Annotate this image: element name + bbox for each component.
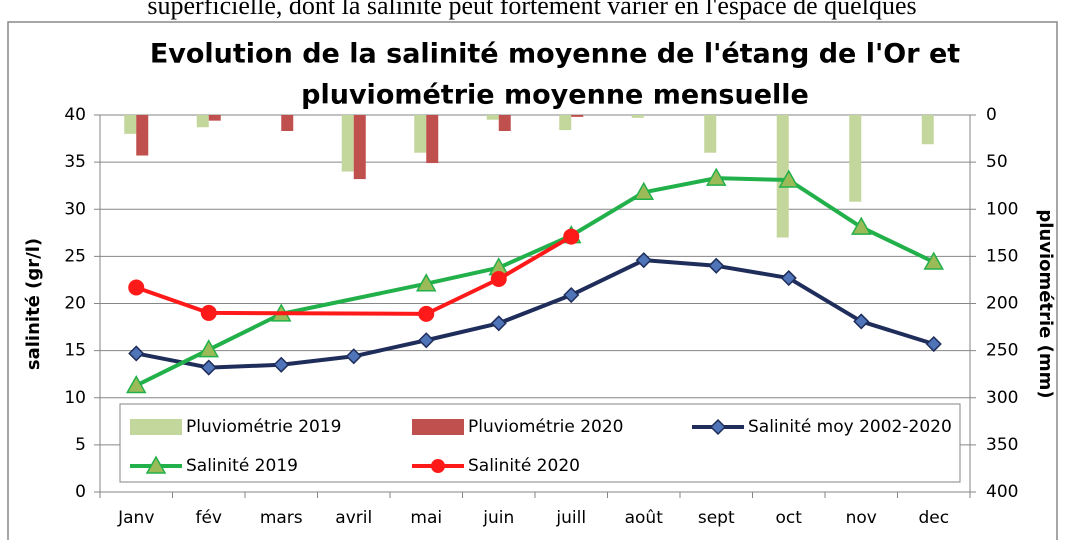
y2-tick-label: 200 [986,294,1018,314]
bar [486,115,499,120]
point [125,374,147,394]
x-tick-label: sept [698,508,735,528]
document-text: superficielle, dont la salinité peut for… [147,0,916,20]
chart-title: pluviométrie moyenne mensuelle [301,80,809,111]
point [705,167,727,186]
legend-label: Pluviométrie 2019 [186,417,341,437]
bar [704,115,717,153]
x-tick-label: nov [846,508,877,528]
y-tick-label: 10 [64,388,86,408]
point [128,345,145,362]
y2-tick-label: 400 [986,482,1018,502]
point [853,313,870,330]
point [273,356,290,373]
bar [776,115,789,238]
bar [921,115,934,145]
y2-tick-label: 100 [986,199,1018,219]
point [563,228,580,245]
bar [281,115,294,132]
legend-marker [145,455,167,474]
point [633,181,655,201]
legend-marker [431,459,445,473]
point [850,216,872,235]
point [418,332,435,349]
x-tick-label: Janv [117,508,154,528]
point [345,348,362,365]
bar [208,115,221,121]
x-tick-label: oct [776,508,803,528]
bar [631,115,644,118]
point [923,251,945,270]
point [925,335,942,353]
legend-label: Pluviométrie 2020 [468,417,623,437]
point [635,252,652,269]
bar [341,115,354,172]
y-tick-label: 25 [64,246,86,266]
legend-swatch [412,419,464,435]
y2-tick-label: 250 [986,341,1018,361]
bar [559,115,572,131]
point [198,339,220,358]
x-tick-label: avril [335,508,372,528]
bar [571,115,584,117]
point [490,270,507,287]
y2-tick-label: 150 [986,246,1018,266]
line [135,258,935,370]
x-tick-label: mai [410,508,442,528]
point [563,286,580,304]
point [418,305,435,322]
point [780,269,797,287]
legend-label: Salinité 2019 [186,456,298,476]
bar [498,115,511,132]
y-tick-label: 5 [75,435,86,455]
y-tick-label: 35 [64,152,86,172]
y2-tick-label: 50 [986,152,1008,172]
y-tick-label: 15 [64,341,86,361]
legend-label: Salinité 2020 [468,456,580,476]
y2-axis-title: pluviométrie (mm) [1035,209,1056,398]
chart-title: Evolution de la salinité moyenne de l'ét… [150,39,960,70]
bar [414,115,427,153]
y-tick-label: 40 [64,105,86,125]
x-tick-label: dec [918,508,949,528]
x-tick-label: août [625,508,664,528]
point [778,169,800,188]
legend-marker [709,418,727,436]
bar [136,115,149,156]
legend-swatch [130,419,182,435]
legend [119,403,961,483]
y-tick-label: 20 [64,294,86,314]
y-tick-label: 30 [64,199,86,219]
x-tick-label: fév [195,508,222,528]
point [708,257,725,274]
bar [196,115,209,128]
point [128,279,145,296]
x-tick-label: juin [482,508,514,528]
point [415,273,437,292]
y2-tick-label: 350 [986,435,1018,455]
bar [849,115,862,202]
y-axis-title: salinité (gr/l) [23,238,44,370]
y-tick-label: 0 [75,482,86,502]
point [490,315,507,332]
point [200,359,217,376]
point [200,304,217,321]
bar [426,115,439,164]
y2-tick-label: 0 [986,105,997,125]
legend-label: Salinité moy 2002-2020 [748,417,952,437]
bar [353,115,366,180]
x-tick-label: juill [555,508,586,528]
x-tick-label: mars [260,508,303,528]
bar [124,115,137,134]
y2-tick-label: 300 [986,388,1018,408]
